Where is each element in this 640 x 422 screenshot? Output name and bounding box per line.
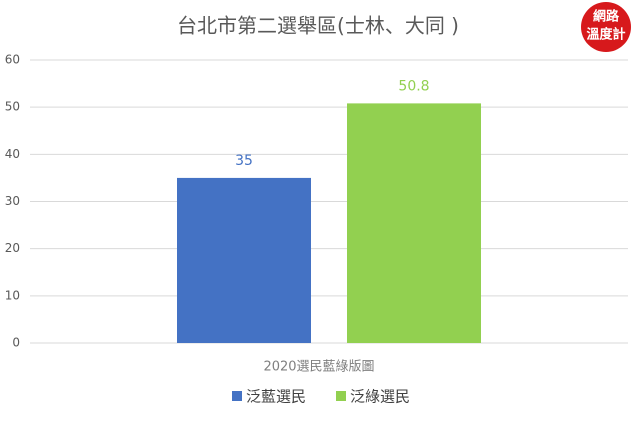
legend-label: 泛藍選民 <box>246 388 306 406</box>
logo-badge <box>581 2 631 52</box>
data-label: 50.8 <box>398 78 429 94</box>
chart-title: 台北市第二選舉區(士林、大同 ) <box>177 14 459 38</box>
y-tick-label: 0 <box>12 336 20 350</box>
y-tick-label: 30 <box>5 194 20 208</box>
y-tick-label: 60 <box>5 53 20 67</box>
y-tick-label: 50 <box>5 100 20 114</box>
legend-swatch <box>336 391 346 401</box>
bar <box>347 103 481 343</box>
y-tick-label: 10 <box>5 288 20 302</box>
logo: 網路 溫度計 <box>581 2 631 52</box>
y-tick-label: 20 <box>5 241 20 255</box>
legend-label: 泛綠選民 <box>350 388 410 406</box>
bar <box>177 177 311 343</box>
logo-text: 溫度計 <box>586 27 625 43</box>
x-tick-label: 2020選民藍綠版圖 <box>263 360 374 375</box>
legend-swatch <box>232 391 242 401</box>
logo-text: 網路 <box>593 9 620 25</box>
y-tick-label: 40 <box>5 147 20 161</box>
data-label: 35 <box>235 153 253 169</box>
